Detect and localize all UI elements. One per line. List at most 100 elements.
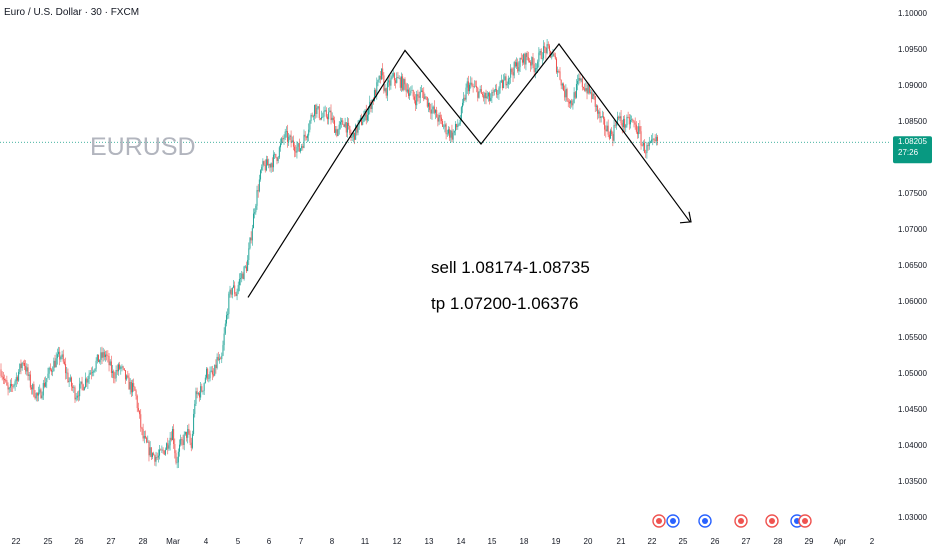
candle-body xyxy=(449,129,451,138)
candle-body xyxy=(188,429,190,434)
candle-body xyxy=(393,73,395,81)
candle-body xyxy=(458,124,460,126)
candle-body xyxy=(94,368,96,372)
candle-body xyxy=(365,110,367,121)
candle-body xyxy=(398,77,400,79)
candle-body xyxy=(588,84,590,93)
candle-body xyxy=(471,82,473,87)
candle-body xyxy=(317,106,319,108)
candle-body xyxy=(406,89,408,92)
candle-body xyxy=(123,368,125,371)
candle-body xyxy=(566,89,568,101)
candle-body xyxy=(223,333,225,346)
candle-body xyxy=(117,364,119,372)
lightning-icon-dot xyxy=(656,518,662,524)
candle-body xyxy=(470,82,472,85)
candle-body xyxy=(620,116,622,124)
candle-body xyxy=(40,389,42,399)
candle-body xyxy=(439,115,441,118)
candle-body xyxy=(440,117,442,122)
candle-body xyxy=(107,355,109,357)
economic-events[interactable] xyxy=(652,514,812,528)
arrowhead-drawing xyxy=(679,211,692,224)
candle-body xyxy=(7,385,9,390)
candle-body xyxy=(331,117,333,121)
candle-body xyxy=(137,408,139,411)
candle-body xyxy=(337,129,339,137)
candle-body xyxy=(22,362,24,364)
candle-body xyxy=(291,140,293,143)
candle-body xyxy=(164,449,166,455)
x-tick-label: 22 xyxy=(12,537,21,546)
candle-body xyxy=(195,391,197,404)
candle-body xyxy=(490,97,492,101)
candle-body xyxy=(385,88,387,96)
candle-body xyxy=(191,433,193,448)
x-tick-label: 11 xyxy=(361,537,370,546)
candle-body xyxy=(201,386,203,392)
candle-body xyxy=(640,131,642,146)
candle-body xyxy=(634,122,636,125)
candle-body xyxy=(281,138,283,144)
candle-body xyxy=(275,153,277,158)
time-axis[interactable]: 22 25 26 27 28 Mar 4 5 6 7 8 11 12 13 14 15 18 19 20 21 22 25… xyxy=(12,537,875,546)
candle-body xyxy=(5,380,7,381)
candle-body xyxy=(202,390,204,392)
candle-body xyxy=(86,378,88,383)
x-tick-label: 18 xyxy=(520,537,529,546)
candle-body xyxy=(127,375,129,378)
candle-body xyxy=(156,457,158,458)
zigzag-drawing[interactable] xyxy=(247,42,691,298)
candle-body xyxy=(225,315,227,324)
y-tick-label: 1.10000 xyxy=(898,9,927,18)
candle-body xyxy=(641,145,643,146)
candle-body xyxy=(423,91,425,100)
candle-body xyxy=(32,384,34,390)
candle-body xyxy=(245,266,247,272)
y-tick-label: 1.04000 xyxy=(898,441,927,450)
candle-body xyxy=(269,164,271,168)
candle-body xyxy=(546,44,548,54)
candle-body xyxy=(141,427,143,430)
candle-body xyxy=(122,366,124,369)
candle-body xyxy=(419,91,421,98)
candle-body xyxy=(341,120,343,122)
candle-body xyxy=(405,84,407,92)
candle-body xyxy=(531,57,533,66)
flag-us-icon-dot xyxy=(769,518,775,524)
candle-body xyxy=(58,351,60,355)
candle-body xyxy=(65,363,67,374)
candle-body xyxy=(464,97,466,100)
candle-body xyxy=(197,393,199,395)
y-tick-label: 1.07500 xyxy=(898,189,927,198)
last-price-label[interactable]: 1.08205 27:26 xyxy=(893,136,932,164)
candle-body xyxy=(38,392,40,396)
candle-body xyxy=(134,386,136,391)
candle-body xyxy=(409,93,411,96)
candle-body xyxy=(144,436,146,438)
y-tick-label: 1.09000 xyxy=(898,81,927,90)
candle-body xyxy=(371,99,373,110)
candle-body xyxy=(288,136,290,142)
candle-body xyxy=(95,360,97,369)
flag-us-icon-dot xyxy=(802,518,808,524)
candle-body xyxy=(155,457,157,462)
candle-body xyxy=(388,80,390,83)
candle-body xyxy=(305,136,307,138)
candle-body xyxy=(99,359,101,363)
candle-body xyxy=(242,273,244,280)
price-axis[interactable]: 1.100001.095001.090001.085001.080001.075… xyxy=(898,9,927,522)
candle-body xyxy=(211,370,213,375)
candle-body xyxy=(14,381,16,385)
candle-body xyxy=(496,89,498,95)
candle-body xyxy=(262,161,264,168)
candle-body xyxy=(474,85,476,87)
candle-body xyxy=(410,90,412,94)
candle-body xyxy=(200,386,202,398)
candle-body xyxy=(78,395,80,397)
candle-body xyxy=(391,76,393,79)
candle-body xyxy=(184,431,186,435)
candle-body xyxy=(351,136,353,138)
candle-body xyxy=(342,120,344,125)
candle-body xyxy=(321,117,323,120)
